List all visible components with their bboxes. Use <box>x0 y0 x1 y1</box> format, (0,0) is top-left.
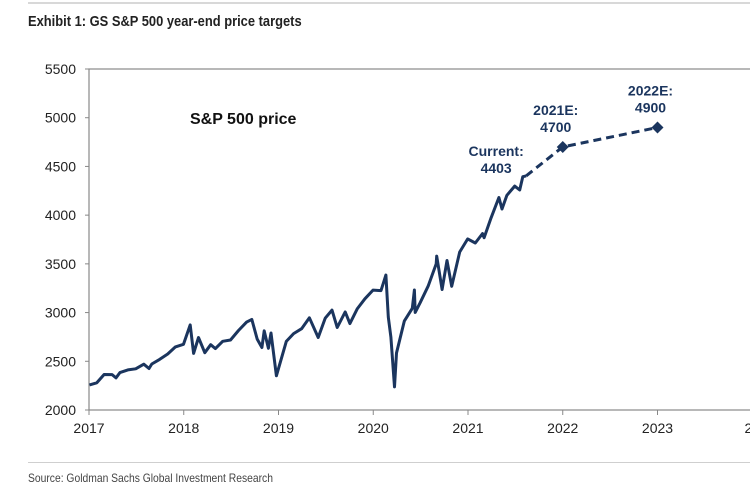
plot-frame <box>88 68 750 411</box>
y-tick-label: 2500 <box>45 353 76 369</box>
annotation-value: 4700 <box>540 119 571 135</box>
x-tick-label: 2019 <box>263 420 294 436</box>
x-tick-label: 2017 <box>73 420 104 436</box>
annotation-label: Current: <box>469 143 524 159</box>
y-tick-label: 3500 <box>45 256 76 272</box>
x-tick-label: 2022 <box>547 420 578 436</box>
x-tick-label: 2021 <box>452 420 483 436</box>
annotation-value: 4900 <box>635 99 666 115</box>
x-tick-label: 2020 <box>358 420 389 436</box>
y-tick-label: 2000 <box>45 402 76 418</box>
x-tick-label: 2018 <box>168 420 199 436</box>
y-tick-label: 4500 <box>45 158 76 174</box>
y-tick-label: 5500 <box>45 61 76 77</box>
price-line <box>89 174 527 389</box>
top-divider <box>28 2 750 4</box>
x-tick-label: 2023 <box>642 420 673 436</box>
annotation-label: 2021E: <box>533 102 578 118</box>
annotation-label: 2022E: <box>628 82 673 98</box>
target-marker <box>651 121 664 134</box>
y-tick-label: 3000 <box>45 305 76 321</box>
x-tick-label: 20 <box>744 420 750 436</box>
y-tick-label: 5000 <box>45 110 76 126</box>
target-marker <box>556 140 569 153</box>
series-label: S&P 500 price <box>190 111 297 128</box>
source-note: Source: Goldman Sachs Global Investment … <box>28 471 273 485</box>
source-divider <box>28 462 750 463</box>
annotation-value: 4403 <box>481 160 512 176</box>
exhibit-title: Exhibit 1: GS S&P 500 year-end price tar… <box>28 13 302 30</box>
y-tick-label: 4000 <box>45 207 76 223</box>
